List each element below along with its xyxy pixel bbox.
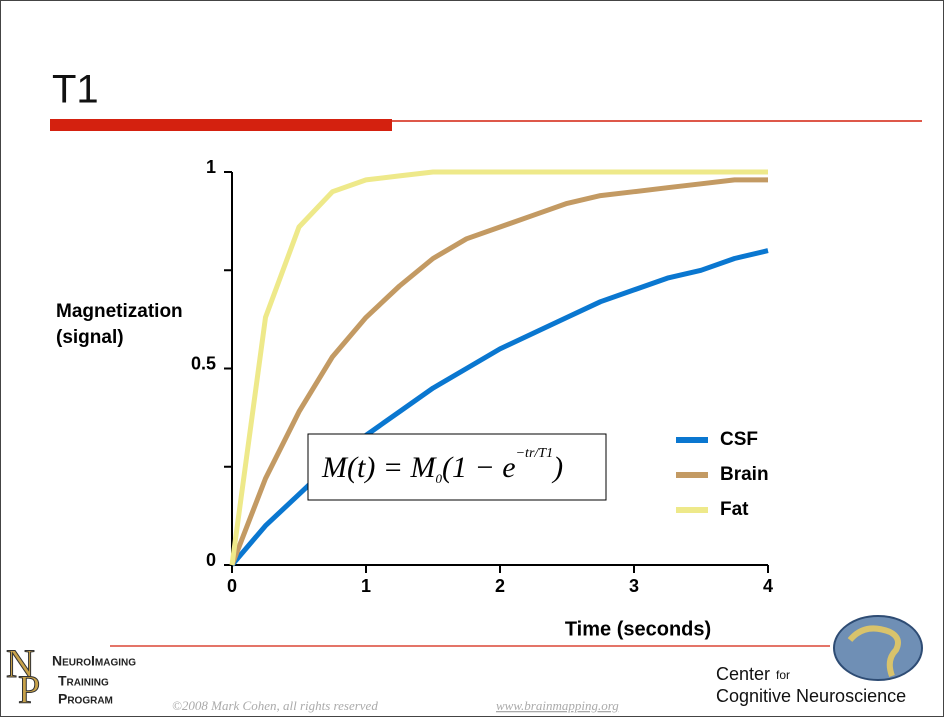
legend-label: Fat — [720, 499, 749, 520]
logo-text: Training — [58, 673, 109, 689]
slide-title: T1 — [52, 68, 99, 112]
title-bar — [50, 119, 392, 131]
brain-shape — [833, 615, 923, 681]
center-text: Cognitive Neuroscience — [716, 686, 906, 706]
y-axis-label: Magnetization — [56, 301, 183, 322]
legend-label: CSF — [720, 429, 758, 450]
x-tick-label: 1 — [361, 576, 371, 596]
series-line — [229, 177, 768, 566]
logo-text: Program — [58, 691, 113, 707]
formula-part: M(t) = M — [321, 451, 438, 484]
y-tick-label: 0 — [206, 550, 216, 570]
formula: M(t) = M0(1 − e−tr/T1) — [321, 446, 563, 486]
brain-icon — [833, 615, 923, 681]
formula-part: −tr/T1 — [516, 446, 553, 461]
formula-part: ) — [551, 451, 563, 484]
center-text: Center — [716, 664, 770, 684]
plot: 0 0.5 1 0 1 2 3 4 Magnetization (signal) Time (sec… — [56, 157, 773, 641]
formula-part: 0 — [436, 471, 443, 486]
x-axis-label: Time (seconds) — [565, 618, 711, 640]
y-tick-label: 0.5 — [191, 353, 216, 373]
center-for: for — [776, 668, 790, 682]
logo-n: N — [6, 641, 35, 686]
logo: N P NeuroImaging Training Program — [6, 641, 137, 713]
formula-part: (1 − e — [442, 451, 516, 484]
series-line — [229, 169, 768, 566]
copyright: ©2008 Mark Cohen, all rights reserved — [172, 698, 378, 713]
x-tick-label: 4 — [763, 576, 773, 596]
y-axis-label: (signal) — [56, 327, 124, 348]
x-tick-label: 2 — [495, 576, 505, 596]
logo-p: P — [18, 667, 40, 712]
brain-detail — [847, 625, 901, 678]
url: www.brainmapping.org — [496, 698, 619, 713]
legend-label: Brain — [720, 464, 769, 485]
x-tick-label: 3 — [629, 576, 639, 596]
y-tick-label: 1 — [206, 157, 216, 177]
formula-box — [307, 433, 607, 501]
logo-text: NeuroImaging — [52, 653, 136, 669]
x-tick-label: 0 — [227, 576, 237, 596]
